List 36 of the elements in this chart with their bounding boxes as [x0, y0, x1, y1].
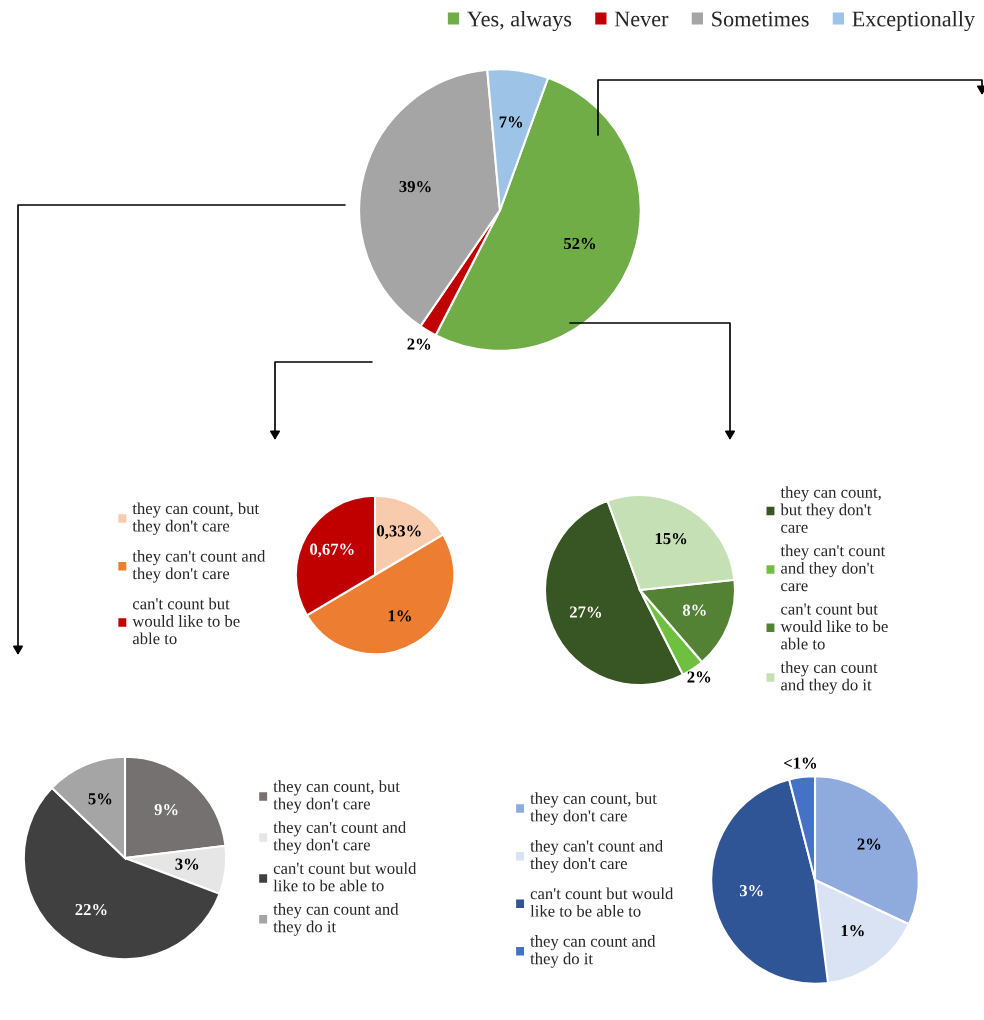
data-label: 39%	[399, 180, 431, 193]
legend-label: Never	[614, 11, 669, 27]
data-label: 1%	[841, 925, 864, 937]
legend-label: can't count but would like to be able to	[132, 597, 240, 645]
data-label: 22%	[75, 903, 107, 916]
data-label: 1%	[388, 610, 411, 622]
legend-label: they can count and they do it	[273, 903, 399, 936]
legend-label: they can count and they do it	[530, 935, 656, 968]
data-label: <1%	[784, 757, 817, 769]
data-label: 3%	[739, 884, 763, 897]
legend-label: they can count, but they don't care	[132, 502, 260, 536]
data-label: 0,33%	[377, 525, 421, 539]
legend-label: can't count but would like to be able to	[780, 602, 888, 650]
legend-label: can't count but would like to be able to	[530, 887, 674, 917]
legend-label: they can't count and they don't care	[530, 839, 663, 873]
data-label: 15%	[655, 532, 687, 545]
data-label: 0,67%	[310, 543, 354, 558]
data-label: 7%	[499, 116, 523, 128]
data-label: 27%	[569, 606, 602, 618]
legend-label: Exceptionally	[852, 10, 976, 32]
legend-label: they can count, but they don't care	[273, 780, 400, 813]
data-label: 2%	[407, 338, 431, 350]
data-label: 3%	[175, 858, 199, 870]
legend-label: can't count but would like to be able to	[273, 862, 417, 892]
data-label: 9%	[154, 803, 178, 816]
legend-label: Yes, always	[467, 10, 572, 32]
data-label: 8%	[682, 604, 706, 616]
data-label: 2%	[687, 671, 711, 683]
data-label: 52%	[563, 237, 596, 250]
legend-label: Sometimes	[712, 11, 809, 27]
data-label: 2%	[857, 838, 881, 850]
legend-label: they can count and they do it	[780, 661, 878, 694]
legend-label: they can't count and they don't care	[273, 821, 407, 854]
legend-label: they can count, but they don't care	[530, 792, 657, 825]
data-label: 5%	[88, 793, 112, 805]
legend-label: they can't count and they don't care	[132, 550, 266, 583]
